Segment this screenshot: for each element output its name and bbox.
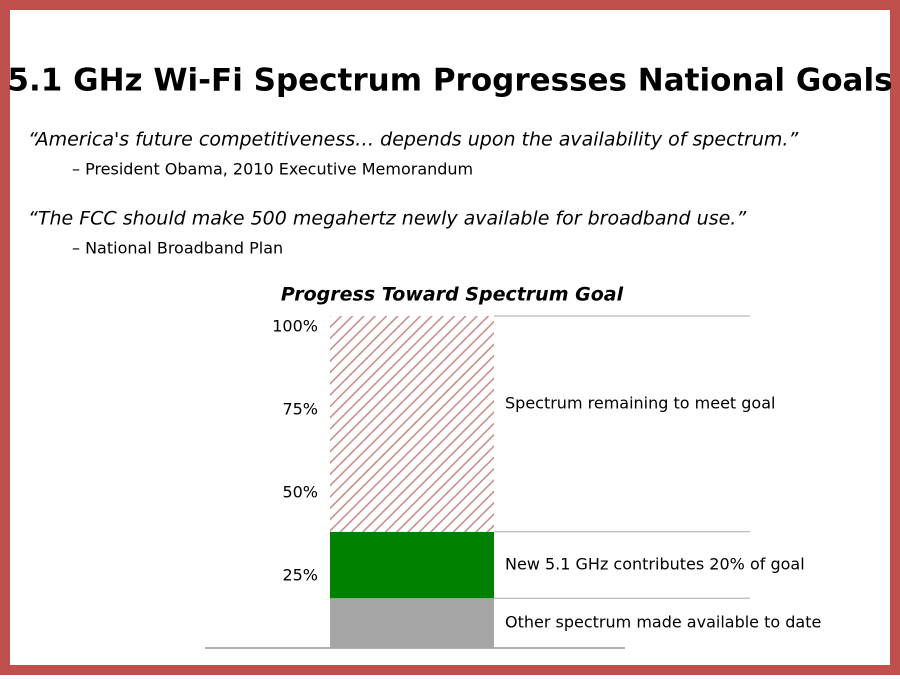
quote: “The FCC should make 500 megahertz newly… bbox=[28, 208, 746, 230]
slide-title: 5.1 GHz Wi-Fi Spectrum Progresses Nation… bbox=[7, 63, 892, 99]
y-tick-label: 25% bbox=[282, 566, 318, 585]
attribution: – National Broadband Plan bbox=[72, 239, 283, 258]
bar-segment bbox=[330, 598, 494, 648]
y-tick-label: 75% bbox=[282, 400, 318, 419]
bar-segment bbox=[330, 531, 494, 599]
y-tick-label: 50% bbox=[282, 483, 318, 502]
quote: “America's future competitiveness… depen… bbox=[28, 129, 798, 151]
bar-segment bbox=[330, 316, 494, 532]
attribution: – President Obama, 2010 Executive Memora… bbox=[72, 160, 473, 179]
y-tick-label: 100% bbox=[272, 317, 318, 336]
segment-label: New 5.1 GHz contributes 20% of goal bbox=[505, 555, 805, 574]
chart-title: Progress Toward Spectrum Goal bbox=[281, 284, 624, 306]
segment-label: Other spectrum made available to date bbox=[505, 613, 821, 632]
segment-label: Spectrum remaining to meet goal bbox=[505, 393, 775, 412]
